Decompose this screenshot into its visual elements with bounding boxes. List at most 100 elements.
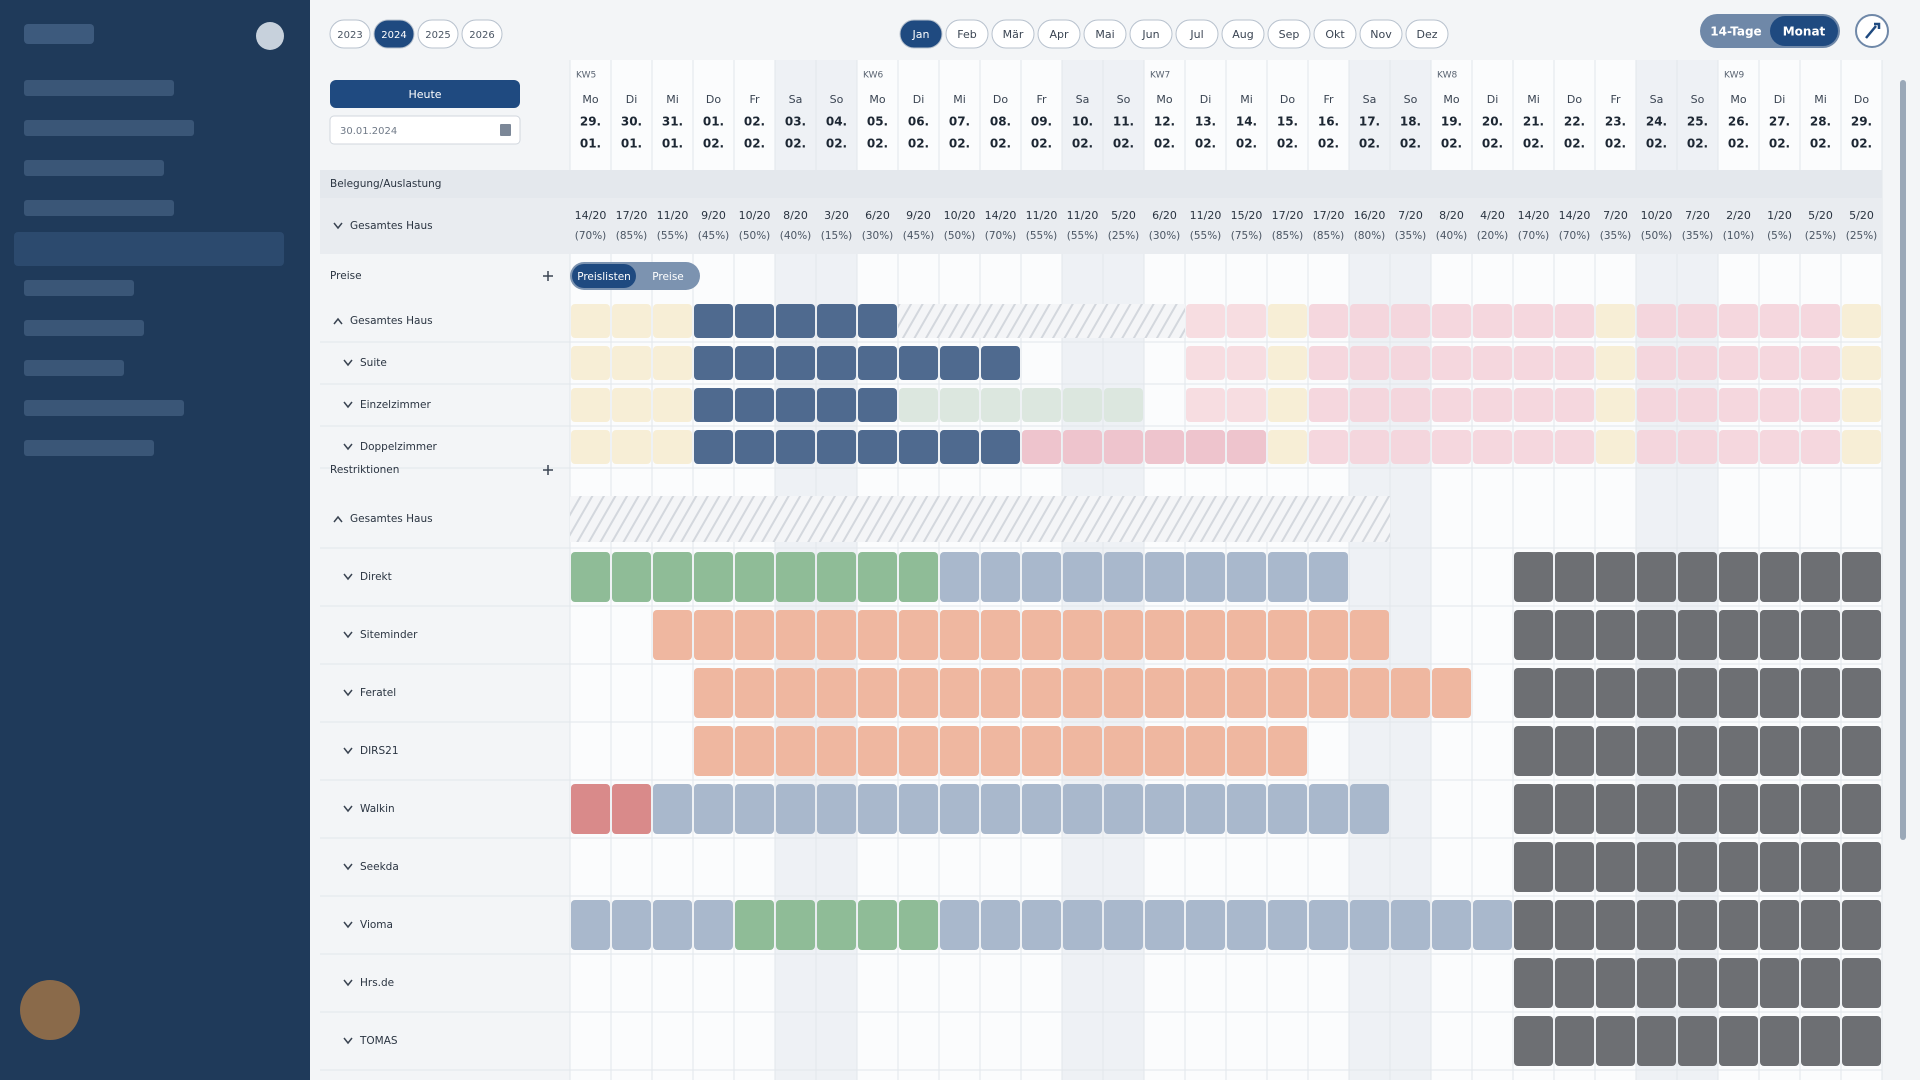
bar-cell bbox=[1391, 430, 1430, 464]
bar-cell bbox=[1596, 430, 1635, 464]
bar-cell bbox=[1391, 668, 1430, 718]
occupancy-count: 14/20 bbox=[1518, 209, 1550, 222]
logo bbox=[24, 24, 94, 44]
chevron[interactable] bbox=[343, 805, 353, 813]
chevron[interactable] bbox=[343, 573, 353, 581]
nav-item[interactable] bbox=[24, 160, 164, 176]
chevron[interactable] bbox=[343, 689, 353, 697]
chevron[interactable] bbox=[343, 979, 353, 987]
add-icon[interactable] bbox=[543, 271, 553, 281]
month-button[interactable] bbox=[945, 19, 989, 49]
bar-cell bbox=[571, 900, 610, 950]
bar-cell bbox=[1760, 1016, 1799, 1066]
bar-cell bbox=[1268, 388, 1307, 422]
bar-cell bbox=[940, 552, 979, 602]
bar-cell bbox=[817, 304, 856, 338]
occupancy-percent: (85%) bbox=[1313, 230, 1345, 242]
menu-toggle[interactable] bbox=[256, 22, 284, 50]
chevron[interactable] bbox=[333, 317, 343, 325]
view-toggle-active[interactable] bbox=[1770, 16, 1838, 46]
price-tab-active[interactable] bbox=[572, 264, 636, 288]
view-label[interactable]: Monat bbox=[1783, 25, 1826, 39]
occupancy-percent: (40%) bbox=[780, 230, 812, 242]
nav-item[interactable] bbox=[24, 120, 194, 136]
month-button[interactable] bbox=[1267, 19, 1311, 49]
year-button[interactable] bbox=[417, 19, 459, 49]
chevron[interactable] bbox=[343, 401, 353, 409]
month-button[interactable] bbox=[1129, 19, 1173, 49]
bar-cell bbox=[1678, 346, 1717, 380]
year-button[interactable] bbox=[373, 19, 415, 49]
date-input-value[interactable]: 30.01.2024 bbox=[340, 126, 397, 137]
month-button[interactable] bbox=[1221, 19, 1265, 49]
occupancy-count: 17/20 bbox=[616, 209, 648, 222]
date-input[interactable] bbox=[329, 115, 521, 145]
scrollbar[interactable] bbox=[1900, 80, 1906, 840]
bar-cell bbox=[1801, 610, 1840, 660]
today-button[interactable] bbox=[330, 80, 520, 108]
date-label: 18. bbox=[1400, 115, 1421, 129]
bar-cell bbox=[1801, 346, 1840, 380]
nav-item[interactable] bbox=[24, 320, 144, 336]
year-button[interactable] bbox=[329, 19, 371, 49]
chevron[interactable] bbox=[343, 1037, 353, 1045]
nav-item[interactable] bbox=[24, 200, 174, 216]
year-button[interactable] bbox=[461, 19, 503, 49]
month-button[interactable] bbox=[991, 19, 1035, 49]
bar-cell bbox=[612, 552, 651, 602]
date-label: 06. bbox=[908, 115, 929, 129]
bar-cell bbox=[1678, 726, 1717, 776]
bar-cell bbox=[1186, 900, 1225, 950]
occupancy-count: 10/20 bbox=[944, 209, 976, 222]
nav-item-active[interactable] bbox=[14, 232, 284, 266]
avatar[interactable] bbox=[20, 980, 80, 1040]
chevron[interactable] bbox=[343, 863, 353, 871]
chevron[interactable] bbox=[343, 631, 353, 639]
bar-cell bbox=[735, 388, 774, 422]
bar-cell bbox=[1842, 610, 1881, 660]
month-button[interactable] bbox=[1083, 19, 1127, 49]
bar-cell bbox=[1022, 668, 1061, 718]
date-label: 17. bbox=[1359, 115, 1380, 129]
month-button[interactable] bbox=[1313, 19, 1357, 49]
price-tab-label[interactable]: Preislisten bbox=[577, 271, 631, 283]
nav-item[interactable] bbox=[24, 400, 184, 416]
row-label: Direkt bbox=[360, 571, 392, 583]
year-label: 2025 bbox=[425, 30, 450, 41]
bar-cell bbox=[1719, 668, 1758, 718]
date-label: 24. bbox=[1646, 115, 1667, 129]
chevron[interactable] bbox=[343, 747, 353, 755]
view-label[interactable]: 14-Tage bbox=[1710, 25, 1761, 39]
bar-cell bbox=[694, 346, 733, 380]
chevron[interactable] bbox=[333, 515, 343, 523]
bar-cell bbox=[1678, 958, 1717, 1008]
weekday-label: Di bbox=[1774, 93, 1786, 106]
chevron[interactable] bbox=[343, 359, 353, 367]
nav-item[interactable] bbox=[24, 360, 124, 376]
bar-cell bbox=[1719, 900, 1758, 950]
chevron[interactable] bbox=[333, 222, 343, 230]
nav-item[interactable] bbox=[24, 440, 154, 456]
bar-cell bbox=[1555, 346, 1594, 380]
chevron[interactable] bbox=[343, 921, 353, 929]
month-button[interactable] bbox=[1405, 19, 1449, 49]
month-button[interactable] bbox=[899, 19, 943, 49]
month-button[interactable] bbox=[1175, 19, 1219, 49]
bar-cell bbox=[817, 726, 856, 776]
nav-item[interactable] bbox=[24, 80, 174, 96]
month-button[interactable] bbox=[1359, 19, 1403, 49]
bar-cell bbox=[1719, 552, 1758, 602]
month-button[interactable] bbox=[1037, 19, 1081, 49]
month-day-label: 02. bbox=[1687, 137, 1708, 151]
bar-cell bbox=[1104, 668, 1143, 718]
bar-cell bbox=[1719, 958, 1758, 1008]
nav-item[interactable] bbox=[24, 280, 134, 296]
add-icon[interactable] bbox=[543, 465, 553, 475]
bar-cell bbox=[1104, 784, 1143, 834]
today-label[interactable]: Heute bbox=[408, 88, 441, 101]
weekday-label: Fr bbox=[1323, 93, 1334, 106]
price-tab-label[interactable]: Preise bbox=[652, 271, 684, 283]
bar-cell bbox=[1350, 304, 1389, 338]
chevron[interactable] bbox=[343, 443, 353, 451]
